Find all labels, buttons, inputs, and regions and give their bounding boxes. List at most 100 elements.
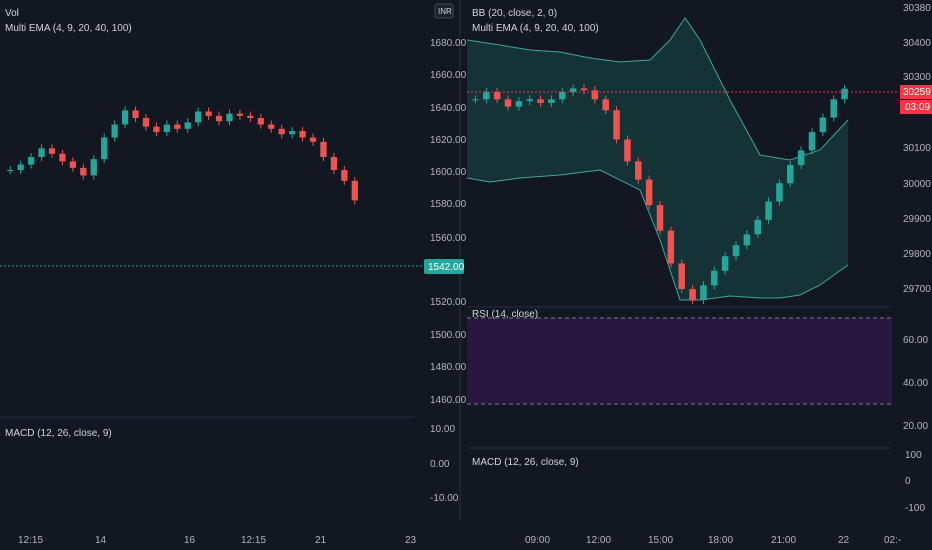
candle-body <box>483 92 490 100</box>
rsi-tick: 40.00 <box>903 378 928 389</box>
candle-body <box>17 164 24 170</box>
candle-body <box>289 131 296 135</box>
bb-label: BB (20, close, 2, 0) <box>472 8 557 19</box>
candle-body <box>537 99 544 103</box>
price-tick: 1680.00 <box>430 38 467 49</box>
candle-body <box>678 263 685 290</box>
rsi-tick: 60.00 <box>903 335 928 346</box>
price-tick: 30100 <box>903 143 931 154</box>
macd-tick: -100 <box>905 503 925 514</box>
candle-body <box>776 183 783 202</box>
candle-body <box>153 126 160 133</box>
candle-body <box>732 245 740 257</box>
time-tick: 21 <box>315 535 327 546</box>
countdown-tag-value: 03:09 <box>905 102 930 113</box>
time-tick: 12:15 <box>241 535 266 546</box>
candle-body <box>268 124 275 129</box>
price-tick: 1640.00 <box>430 103 467 114</box>
time-tick: 22 <box>838 535 850 546</box>
candle-body <box>613 110 620 140</box>
candle-body <box>174 124 181 129</box>
macd-tick: 0.00 <box>430 459 450 470</box>
candle-body <box>27 157 35 165</box>
candle-body <box>101 137 108 160</box>
time-tick: 23 <box>405 535 417 546</box>
right-price-pane <box>472 84 848 304</box>
candle-body <box>504 99 512 107</box>
macd-label-right: MACD (12, 26, close, 9) <box>472 457 579 468</box>
price-tick: 1580.00 <box>430 199 467 210</box>
candle-body <box>59 153 66 162</box>
price-tick: 30400 <box>903 38 931 49</box>
candle-body <box>472 99 479 101</box>
candle-body <box>656 205 664 231</box>
candle-body <box>195 111 202 123</box>
ema-label-right: Multi EMA (4, 9, 20, 40, 100) <box>472 23 599 34</box>
candle-body <box>90 159 97 176</box>
candle-body <box>645 179 653 206</box>
time-tick: 15:00 <box>648 535 673 546</box>
candle-body <box>667 230 675 264</box>
candle-body <box>341 170 348 181</box>
macd-tick: -10.00 <box>430 493 459 504</box>
candle-body <box>142 118 150 127</box>
macd-tick: 10.00 <box>430 424 455 435</box>
candle-body <box>38 148 45 157</box>
macd-label: MACD (12, 26, close, 9) <box>5 428 112 439</box>
candle-body <box>808 132 816 151</box>
currency-badge[interactable] <box>434 3 454 19</box>
rsi-label: RSI (14, close) <box>472 309 538 320</box>
candle-body <box>236 113 244 116</box>
candle-body <box>559 92 566 100</box>
candle-body <box>351 180 358 201</box>
candle-body <box>624 139 631 162</box>
candle-body <box>80 167 87 176</box>
price-tick: 1520.00 <box>430 297 467 308</box>
candle-body <box>819 117 827 133</box>
vol-label: Vol <box>5 8 19 19</box>
candle-body <box>548 99 555 103</box>
time-tick: 12:00 <box>586 535 611 546</box>
candle-body <box>787 165 794 184</box>
last-price-tag <box>424 259 464 274</box>
price-tick: 1600.00 <box>430 167 467 178</box>
candle-body <box>69 161 76 168</box>
price-tick: 1560.00 <box>430 233 467 244</box>
candle-body <box>247 115 254 118</box>
bollinger-band-fill <box>467 18 848 300</box>
candle-body <box>320 141 327 157</box>
candle-body <box>299 131 306 138</box>
price-tick: 30300 <box>903 72 931 83</box>
currency-badge-label: INR <box>438 7 452 16</box>
candle-body <box>526 99 533 102</box>
candle-body <box>48 148 56 154</box>
candle-body <box>830 99 837 118</box>
candle-body <box>257 118 264 125</box>
price-tick: 1480.00 <box>430 362 467 373</box>
candle-body <box>515 101 523 107</box>
left-time-axis: 12:15 14 16 12:15 21 23 <box>18 535 417 546</box>
candle-body <box>591 90 599 100</box>
candle-body <box>121 110 129 125</box>
candle-body <box>184 122 191 129</box>
candle-body <box>493 92 501 100</box>
candle-body <box>569 88 577 93</box>
candle-body <box>205 111 212 116</box>
rsi-tick: 20.00 <box>903 421 928 432</box>
price-tag-value: 30259 <box>903 87 931 98</box>
candle-body <box>602 99 609 111</box>
candle-body <box>635 161 642 180</box>
price-tick: 29800 <box>903 249 931 260</box>
candle-body <box>711 270 718 286</box>
last-price-value: 1542.00 <box>428 262 465 273</box>
left-price-axis: 1680.00 1660.00 1640.00 1620.00 1600.00 … <box>430 38 467 504</box>
time-tick: 21:00 <box>771 535 796 546</box>
rsi-band <box>467 318 892 404</box>
candle-body <box>689 289 696 300</box>
candle-body <box>700 285 707 300</box>
candle-body <box>111 124 118 138</box>
candle-body <box>797 150 805 165</box>
price-tick: 30380 <box>903 3 931 14</box>
candle-body <box>163 124 170 133</box>
